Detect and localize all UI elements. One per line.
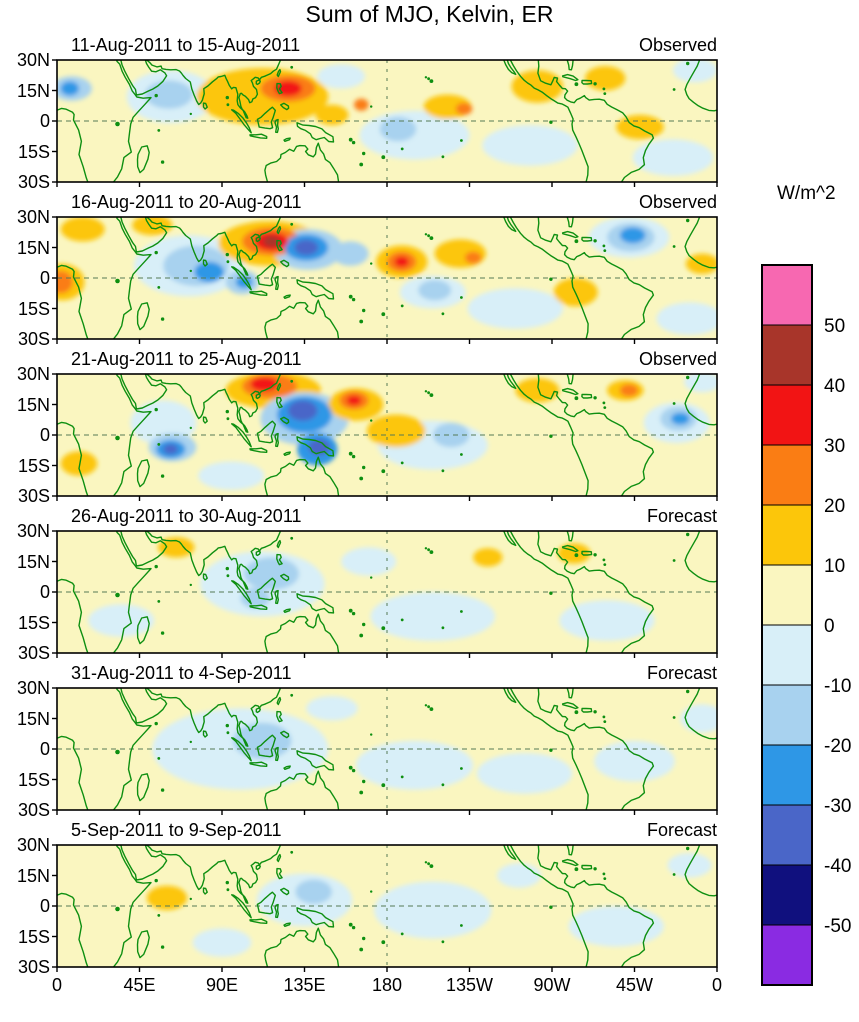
y-tick-label: 30S (17, 329, 50, 349)
colorbar-tick-label: -50 (824, 916, 851, 937)
y-tick-label: 30S (17, 643, 50, 663)
x-tick-label: 45W (615, 975, 654, 995)
x-tick-label: 45E (123, 975, 156, 995)
panel-tag: Observed (638, 349, 717, 369)
colorbar-tick-label: 0 (824, 616, 835, 637)
y-tick-label: 30N (16, 50, 50, 70)
y-tick-label: 15N (16, 708, 50, 729)
y-tick-label: 30N (16, 835, 50, 855)
panel-title: 5-Sep-2011 to 9-Sep-2011 (71, 820, 282, 840)
colorbar-tick-label: 40 (824, 376, 845, 397)
y-tick-label: 0 (39, 268, 50, 288)
x-tick-label: 90E (205, 975, 239, 995)
map-panel-3 (52, 373, 718, 501)
map-panel-6 (52, 844, 718, 972)
panel-tag: Forecast (646, 820, 717, 840)
y-tick-label: 30S (17, 957, 50, 977)
map-panel-5 (52, 687, 718, 815)
colorbar-unit-label: W/m^2 (777, 183, 836, 204)
panel-title: 21-Aug-2011 to 25-Aug-2011 (71, 349, 302, 369)
panel-title: 11-Aug-2011 to 15-Aug-2011 (71, 35, 301, 55)
panel-tag: Observed (638, 35, 717, 55)
panel-tag: Forecast (646, 506, 717, 526)
y-tick-label: 15N (16, 80, 50, 101)
colorbar-tick-label: -20 (824, 736, 851, 757)
y-tick-label: 0 (39, 896, 50, 916)
panel-tag: Observed (638, 192, 717, 212)
panel-title: 26-Aug-2011 to 30-Aug-2011 (71, 506, 302, 526)
y-tick-label: 15S (17, 298, 50, 319)
y-tick-label: 30N (16, 364, 50, 384)
colorbar-tick-label: -10 (824, 676, 851, 697)
y-tick-label: 15S (17, 612, 50, 633)
y-tick-label: 30N (16, 207, 50, 227)
panel-title: 16-Aug-2011 to 20-Aug-2011 (71, 192, 302, 212)
map-panel-2 (52, 216, 718, 344)
x-tick-label: 180 (371, 975, 403, 995)
y-tick-label: 15S (17, 926, 50, 947)
x-tick-label: 0 (51, 975, 63, 995)
panel-tag: Forecast (646, 663, 717, 683)
y-tick-label: 15S (17, 141, 50, 162)
y-tick-label: 15N (16, 551, 50, 572)
panel-title: 31-Aug-2011 to 4-Sep-2011 (71, 663, 292, 683)
y-tick-label: 30S (17, 172, 50, 192)
colorbar-tick-label: 30 (824, 436, 845, 457)
colorbar-scale: 50 40 30 20 10 0 -10 -20 -30 -40 -50 (761, 264, 851, 986)
map-panel-4 (52, 530, 718, 658)
y-tick-label: 30S (17, 486, 50, 506)
y-tick-label: 15S (17, 455, 50, 476)
y-tick-label: 15S (17, 769, 50, 790)
y-tick-label: 0 (39, 739, 50, 759)
x-tick-label: 90W (533, 975, 571, 995)
y-tick-label: 15N (16, 865, 50, 886)
y-tick-label: 15N (16, 394, 50, 415)
y-tick-label: 30N (16, 678, 50, 698)
y-tick-label: 0 (39, 425, 50, 445)
colorbar-tick-label: -30 (824, 796, 851, 817)
figure-title: Sum of MJO, Kelvin, ER (305, 1, 554, 27)
x-tick-label: 135E (283, 975, 326, 995)
x-tick-label: 135W (445, 975, 494, 995)
y-tick-label: 30S (17, 800, 50, 820)
y-tick-label: 30N (16, 521, 50, 541)
colorbar-tick-label: 10 (824, 556, 845, 577)
y-tick-label: 0 (39, 582, 50, 602)
colorbar-tick-label: 50 (824, 316, 845, 337)
colorbar-tick-label: -40 (824, 856, 851, 877)
y-tick-label: 0 (39, 111, 50, 131)
map-panel-1 (52, 59, 718, 187)
x-tick-label: 0 (711, 975, 723, 995)
colorbar-tick-label: 20 (824, 496, 845, 517)
y-tick-label: 15N (16, 237, 50, 258)
